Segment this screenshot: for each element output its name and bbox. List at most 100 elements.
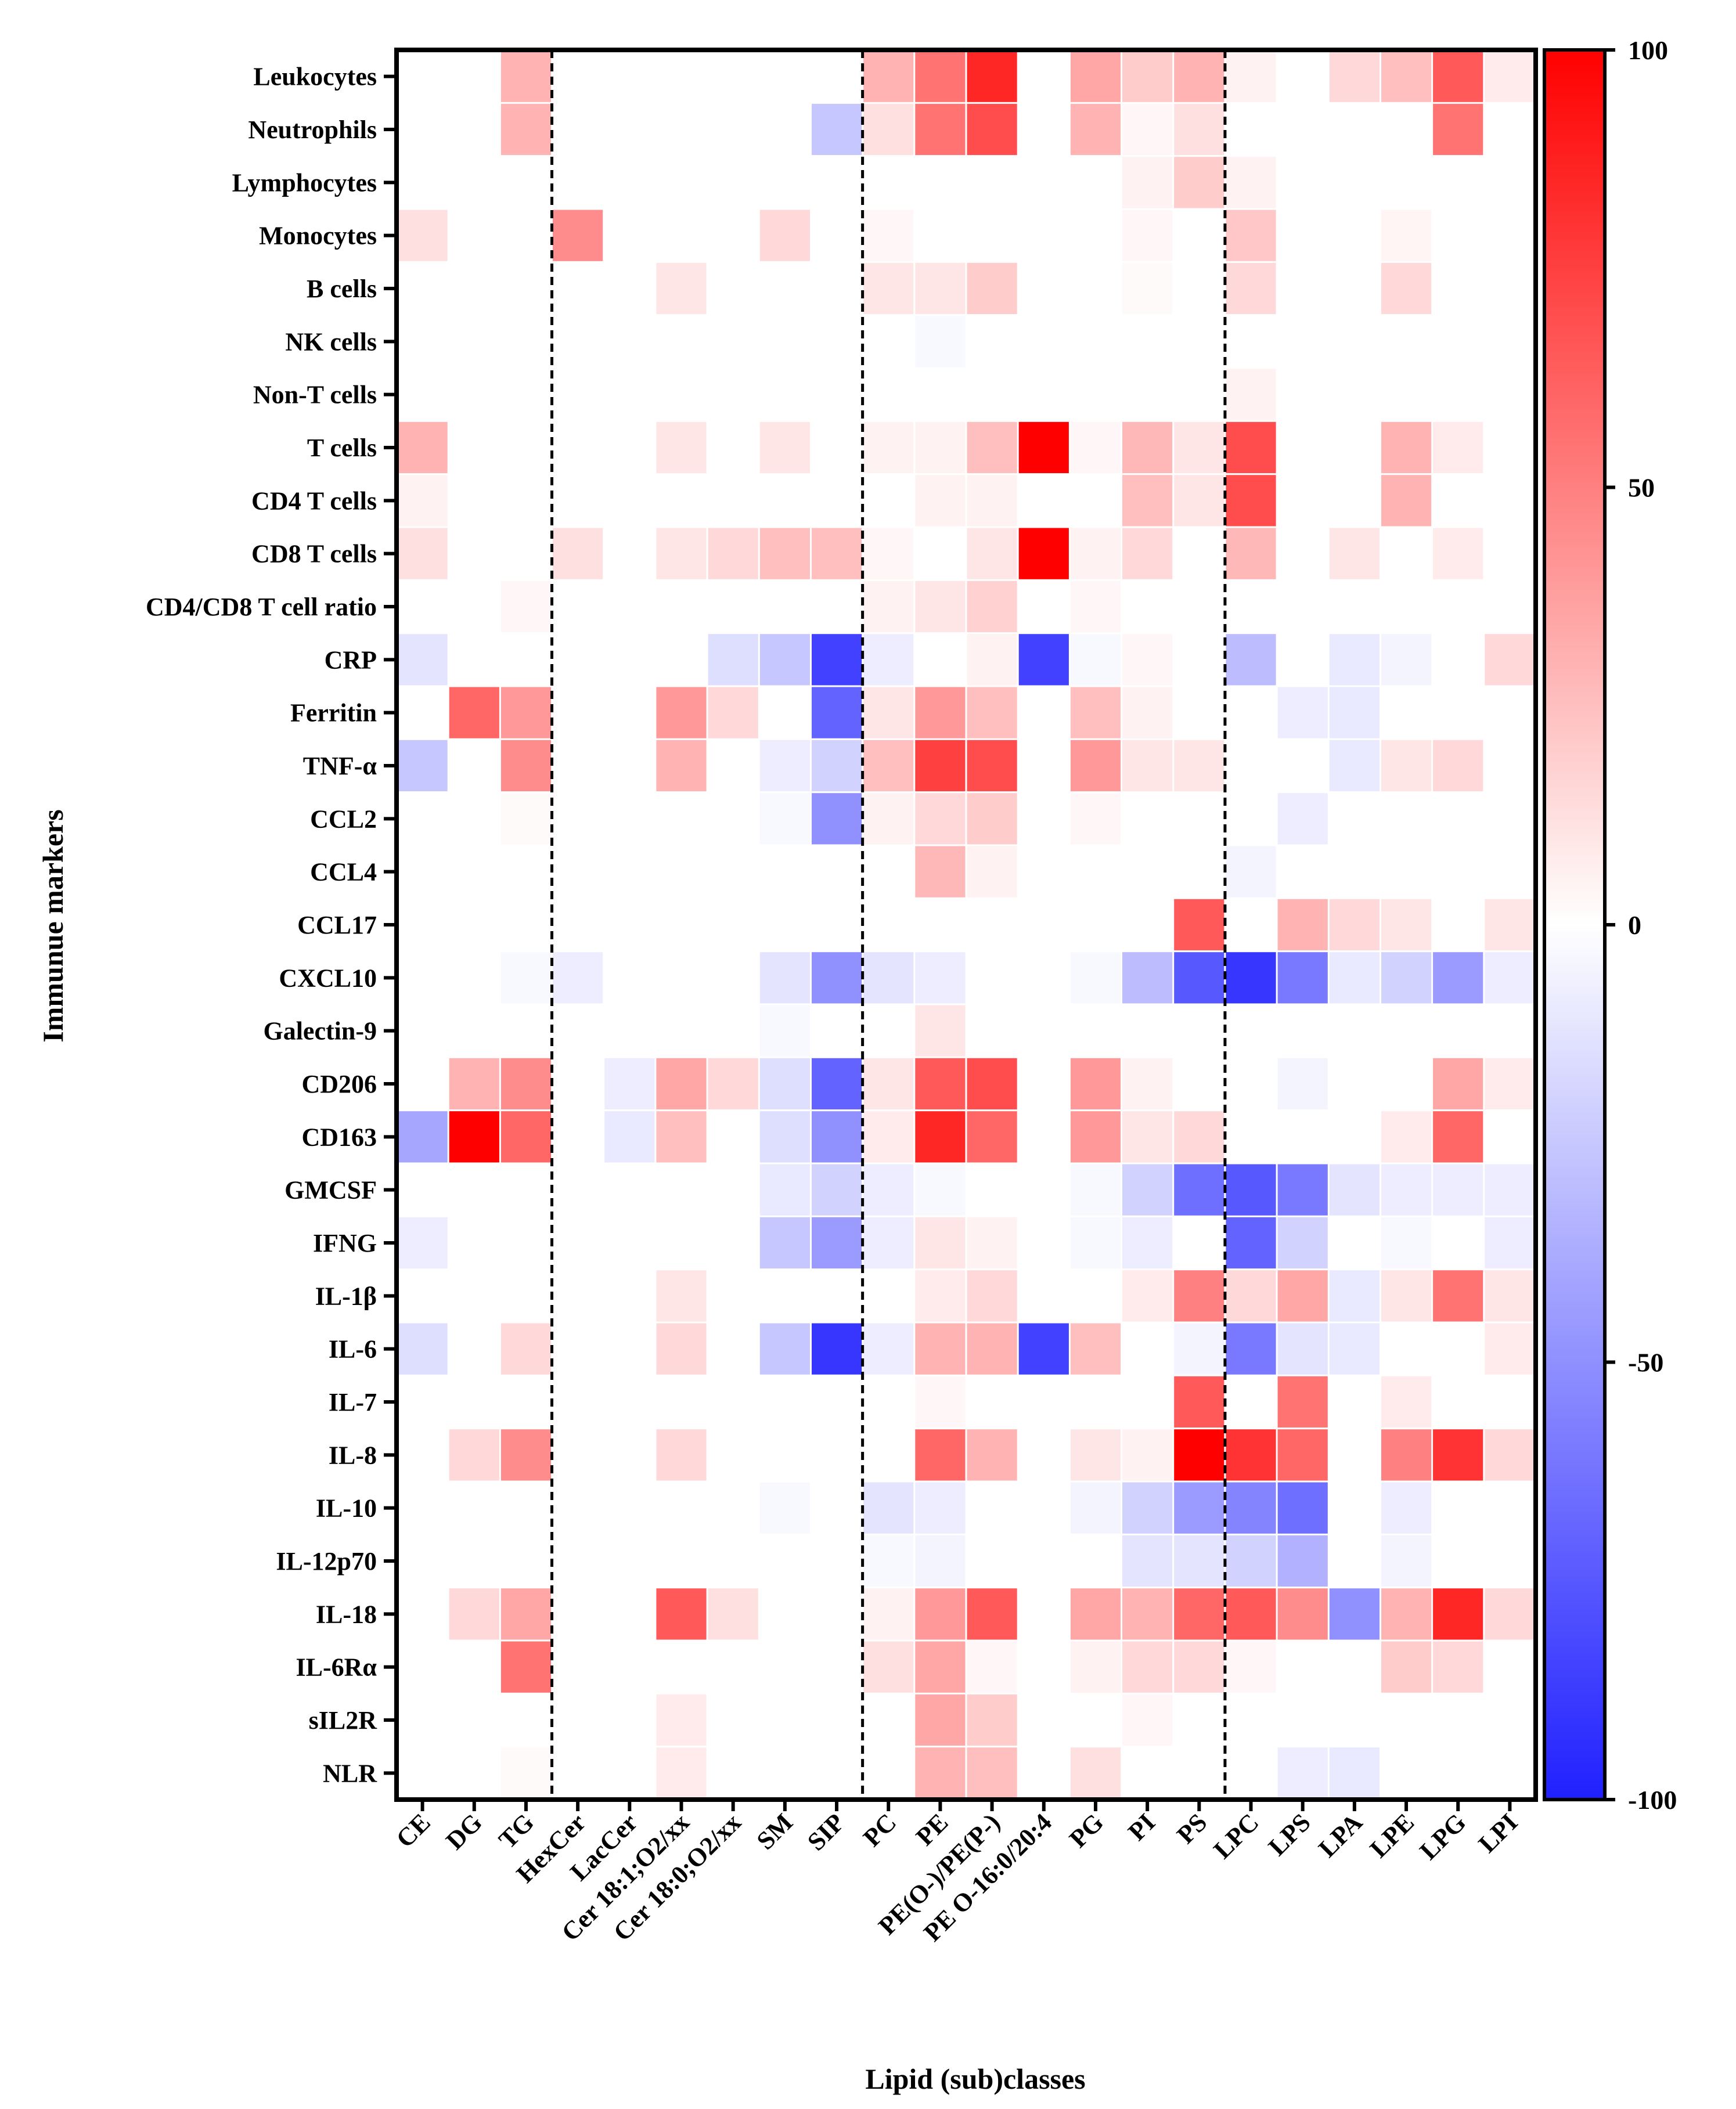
heatmap-cell — [1174, 475, 1224, 527]
heatmap-cell — [1070, 316, 1121, 367]
heatmap-cell — [553, 1429, 603, 1481]
heatmap-cell — [1018, 1323, 1069, 1375]
row-label: IL-6Rα — [296, 1653, 377, 1682]
heatmap-cell — [812, 1323, 862, 1375]
heatmap-cell — [1485, 475, 1535, 527]
heatmap-cell — [812, 1694, 862, 1746]
heatmap-cell — [1329, 262, 1380, 315]
heatmap-cell — [812, 421, 862, 474]
heatmap-cell — [1226, 1217, 1276, 1269]
heatmap-cell — [1277, 421, 1328, 474]
heatmap-cell — [1122, 634, 1173, 686]
heatmap-cell — [1433, 952, 1483, 1004]
heatmap-cell — [1018, 1058, 1069, 1110]
heatmap-cell — [708, 1588, 758, 1640]
heatmap-cell — [1329, 1535, 1380, 1587]
heatmap-cell — [1329, 899, 1380, 951]
heatmap-cell — [1226, 581, 1276, 633]
heatmap-cell — [863, 793, 914, 845]
heatmap-cell — [1329, 103, 1380, 156]
heatmap-cell — [915, 1694, 966, 1746]
heatmap-cell — [1174, 1747, 1224, 1799]
heatmap-cell — [500, 1164, 552, 1216]
heatmap-cell — [553, 157, 603, 208]
heatmap-cell — [863, 1058, 914, 1110]
heatmap-cell — [1433, 1111, 1483, 1163]
column-label: LPG — [1414, 1808, 1472, 1865]
heatmap-cell — [708, 1323, 758, 1375]
heatmap-cell — [604, 1588, 655, 1640]
heatmap-cell — [1174, 846, 1224, 897]
row-label: CXCL10 — [279, 964, 377, 992]
colorbar-tick-label: 100 — [1628, 35, 1668, 65]
heatmap-cell — [759, 1694, 810, 1746]
heatmap-cell — [1277, 1270, 1328, 1322]
heatmap-cell — [449, 1747, 499, 1799]
heatmap-cell — [1381, 262, 1432, 315]
heatmap-cell — [967, 475, 1017, 527]
column-label: LPA — [1313, 1808, 1368, 1863]
heatmap-cell — [604, 899, 655, 951]
heatmap-cell — [759, 1588, 810, 1640]
heatmap-cell — [708, 210, 758, 261]
heatmap-cell — [1018, 262, 1069, 315]
heatmap-cell — [500, 316, 552, 367]
heatmap-cell — [1018, 369, 1069, 420]
heatmap-cell — [1070, 475, 1121, 527]
heatmap-cell — [1226, 740, 1276, 792]
heatmap-cell — [604, 846, 655, 897]
heatmap-cell — [449, 1058, 499, 1110]
heatmap-cell — [1174, 793, 1224, 845]
heatmap-cell — [759, 1535, 810, 1587]
heatmap-cell — [812, 1058, 862, 1110]
heatmap-cell — [397, 316, 448, 367]
heatmap-cell — [759, 899, 810, 951]
heatmap-cell — [1122, 1429, 1173, 1481]
heatmap-cell — [708, 846, 758, 897]
heatmap-cell — [915, 634, 966, 686]
heatmap-cell — [1174, 687, 1224, 738]
heatmap-cell — [1381, 1429, 1432, 1481]
heatmap-cell — [812, 1482, 862, 1534]
heatmap-cell — [500, 1111, 552, 1163]
row-label: CD206 — [301, 1070, 377, 1098]
heatmap-cell — [553, 740, 603, 792]
heatmap-cell — [1122, 103, 1173, 156]
heatmap-cell — [553, 1641, 603, 1693]
heatmap-cell — [449, 1588, 499, 1640]
heatmap-cell — [1122, 369, 1173, 420]
heatmap-cell — [604, 369, 655, 420]
heatmap-cell — [1329, 1164, 1380, 1216]
heatmap-cell — [1433, 793, 1483, 845]
row-label: CCL17 — [297, 911, 377, 939]
row-label: CD163 — [301, 1123, 377, 1151]
heatmap-cell — [1277, 1217, 1328, 1269]
heatmap-cell — [553, 421, 603, 474]
heatmap-cell — [1018, 528, 1069, 579]
heatmap-cell — [1174, 421, 1224, 474]
heatmap-cell — [1122, 1270, 1173, 1322]
heatmap-cell — [1018, 157, 1069, 208]
heatmap-cell — [1381, 952, 1432, 1004]
heatmap-cell — [604, 1641, 655, 1693]
heatmap-cell — [812, 103, 862, 156]
heatmap-cell — [863, 1429, 914, 1481]
heatmap-cell — [656, 157, 707, 208]
heatmap-cell — [1329, 687, 1380, 738]
heatmap-cell — [1018, 1005, 1069, 1057]
heatmap-cell — [915, 1429, 966, 1481]
heatmap-cell — [1018, 899, 1069, 951]
heatmap-cell — [397, 793, 448, 845]
heatmap-cell — [500, 157, 552, 208]
heatmap-cell — [1277, 1641, 1328, 1693]
heatmap-cell — [1277, 369, 1328, 420]
heatmap-cell — [1122, 1323, 1173, 1375]
heatmap-cell — [1433, 1323, 1483, 1375]
heatmap-cell — [1485, 687, 1535, 738]
heatmap-cell — [1277, 1111, 1328, 1163]
heatmap-cell — [863, 1005, 914, 1057]
heatmap-cell — [759, 1111, 810, 1163]
heatmap-cell — [1329, 740, 1380, 792]
heatmap-cell — [604, 421, 655, 474]
heatmap-cell — [1381, 1005, 1432, 1057]
